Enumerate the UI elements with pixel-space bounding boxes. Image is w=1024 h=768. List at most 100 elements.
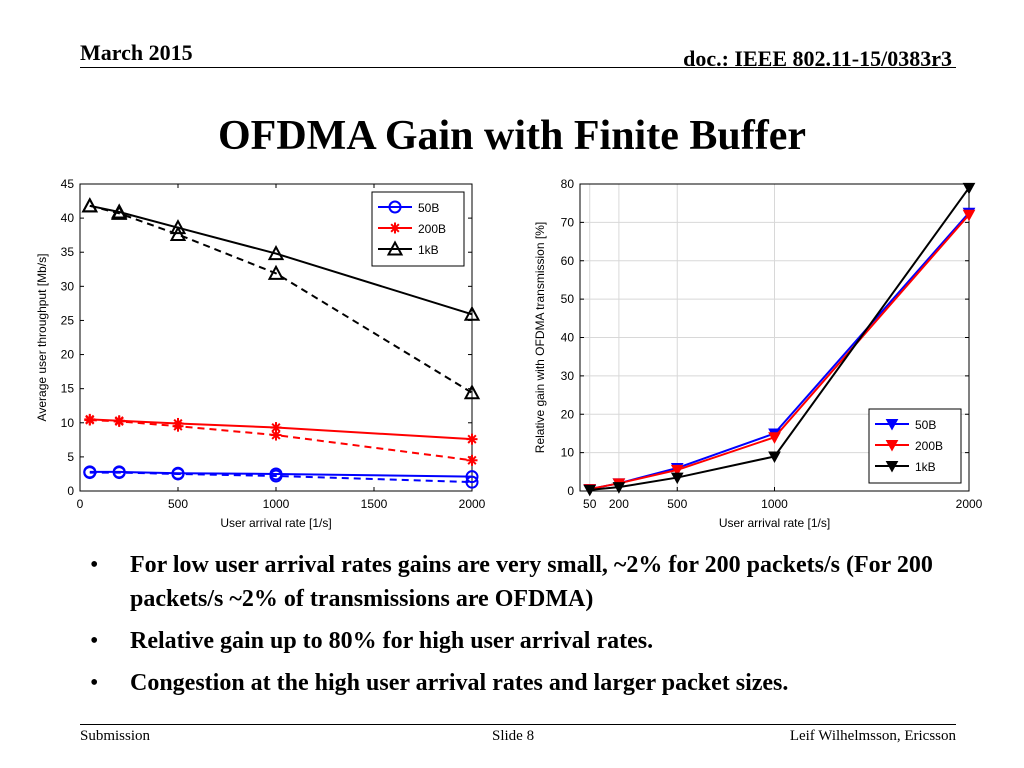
x-axis-label: User arrival rate [1/s] bbox=[719, 516, 830, 530]
x-tick-label: 2000 bbox=[956, 497, 983, 511]
legend-marker bbox=[386, 240, 404, 256]
y-axis-label: Relative gain with OFDMA transmission [%… bbox=[533, 222, 547, 453]
bullet-dot: • bbox=[90, 552, 99, 578]
data-point bbox=[269, 469, 283, 483]
y-tick-label: 0 bbox=[67, 484, 74, 498]
legend: 50B 200B 1kB bbox=[868, 408, 962, 484]
star-stroke bbox=[173, 421, 183, 431]
star-stroke bbox=[114, 416, 124, 426]
data-point bbox=[463, 305, 481, 321]
bullet-dot: • bbox=[90, 628, 99, 654]
x-tick-label: 1500 bbox=[361, 497, 388, 511]
x-tick-label: 200 bbox=[609, 497, 629, 511]
star-stroke bbox=[271, 422, 281, 433]
legend-label: 200B bbox=[915, 439, 943, 453]
legend-marker bbox=[885, 419, 899, 431]
x-tick-label: 1000 bbox=[761, 497, 788, 511]
y-tick-label: 0 bbox=[567, 484, 574, 498]
legend-marker bbox=[389, 222, 401, 234]
legend-entry: 1kB bbox=[378, 240, 439, 257]
legend-entry: 50B bbox=[875, 418, 936, 432]
star-stroke bbox=[85, 415, 95, 425]
series-200B-solid bbox=[84, 413, 478, 445]
data-point bbox=[962, 209, 976, 222]
x-axis-label: User arrival rate [1/s] bbox=[220, 516, 331, 530]
data-point bbox=[463, 384, 481, 400]
data-point bbox=[768, 451, 781, 464]
data-point bbox=[112, 466, 126, 480]
legend-marker bbox=[885, 461, 899, 473]
legend: 50B 200B 1kB bbox=[371, 191, 465, 267]
star-stroke bbox=[271, 430, 281, 440]
legend-marker bbox=[388, 200, 402, 214]
data-point bbox=[962, 182, 976, 195]
y-tick-label: 15 bbox=[61, 382, 75, 396]
data-point bbox=[612, 482, 626, 494]
data-point bbox=[267, 244, 285, 261]
legend-marker bbox=[885, 440, 899, 452]
y-tick-label: 30 bbox=[561, 369, 575, 383]
bullet-text: Congestion at the high user arrival rate… bbox=[130, 670, 789, 696]
slide-title: OFDMA Gain with Finite Buffer bbox=[218, 113, 806, 159]
y-tick-label: 10 bbox=[561, 446, 575, 460]
bullet-item: • Congestion at the high user arrival rat… bbox=[90, 666, 970, 700]
data-point bbox=[111, 204, 128, 220]
x-tick-label: 0 bbox=[77, 497, 84, 511]
series-50B-dashed bbox=[83, 466, 479, 489]
y-tick-label: 40 bbox=[61, 211, 75, 225]
x-tick-label: 1000 bbox=[263, 497, 290, 511]
y-tick-label: 10 bbox=[61, 416, 75, 430]
relative-gain-chart: 50 200 500 1000 2000 0 10 20 30 40 50 60 70 80 User ar… bbox=[533, 177, 983, 530]
series-line bbox=[89, 419, 473, 462]
bullet-item: • For low user arrival rates gains are ve… bbox=[90, 548, 970, 616]
series-200B-dashed bbox=[84, 414, 478, 466]
data-point bbox=[169, 225, 187, 241]
y-tick-label: 80 bbox=[561, 177, 575, 191]
x-tick-label: 500 bbox=[667, 497, 687, 511]
legend-label: 1kB bbox=[915, 460, 936, 474]
data-point bbox=[172, 420, 184, 432]
document-id: doc.: IEEE 802.11-15/0383r3 bbox=[683, 46, 952, 71]
series-line bbox=[89, 418, 473, 441]
star-stroke bbox=[467, 434, 477, 444]
x-tick-label: 500 bbox=[168, 497, 188, 511]
legend-label: 1kB bbox=[418, 243, 439, 257]
data-point bbox=[169, 219, 187, 235]
y-tick-label: 45 bbox=[61, 177, 75, 191]
y-tick-label: 20 bbox=[561, 407, 575, 421]
series-1kB-dashed bbox=[81, 197, 481, 400]
x-tick-label: 50 bbox=[583, 497, 597, 511]
data-point bbox=[465, 475, 479, 489]
data-point bbox=[670, 472, 684, 485]
series-line bbox=[89, 471, 473, 484]
bullet-dot: • bbox=[90, 670, 99, 696]
bullet-item: • Relative gain up to 80% for high user a… bbox=[90, 624, 970, 658]
data-point bbox=[267, 264, 285, 280]
legend-label: 200B bbox=[418, 222, 446, 236]
data-point bbox=[466, 454, 478, 466]
y-tick-label: 20 bbox=[61, 348, 75, 362]
legend-entry: 200B bbox=[875, 439, 943, 453]
data-point bbox=[113, 415, 125, 427]
bullet-text: For low user arrival rates gains are ver… bbox=[130, 552, 933, 612]
data-point bbox=[466, 433, 478, 445]
y-axis-label: Average user throughput [Mb/s] bbox=[35, 254, 49, 422]
footer-slide-number: Slide 8 bbox=[492, 728, 535, 744]
y-tick-label: 70 bbox=[561, 215, 575, 229]
bullet-list: • For low user arrival rates gains are ve… bbox=[90, 548, 970, 708]
slide-date: March 2015 bbox=[80, 40, 193, 65]
data-point bbox=[83, 466, 97, 480]
y-tick-label: 40 bbox=[561, 331, 575, 345]
legend-label: 50B bbox=[418, 201, 439, 215]
y-tick-label: 30 bbox=[61, 279, 75, 293]
data-point bbox=[670, 464, 684, 477]
y-tick-label: 35 bbox=[61, 245, 75, 259]
legend-label: 50B bbox=[915, 418, 936, 432]
footer-author: Leif Wilhelmsson, Ericsson bbox=[789, 728, 956, 744]
y-tick-label: 60 bbox=[561, 254, 575, 268]
legend-entry: 1kB bbox=[875, 460, 936, 474]
legend-entry: 50B bbox=[378, 200, 439, 215]
y-tick-label: 25 bbox=[61, 313, 75, 327]
data-point bbox=[583, 484, 597, 497]
data-point bbox=[768, 432, 781, 444]
